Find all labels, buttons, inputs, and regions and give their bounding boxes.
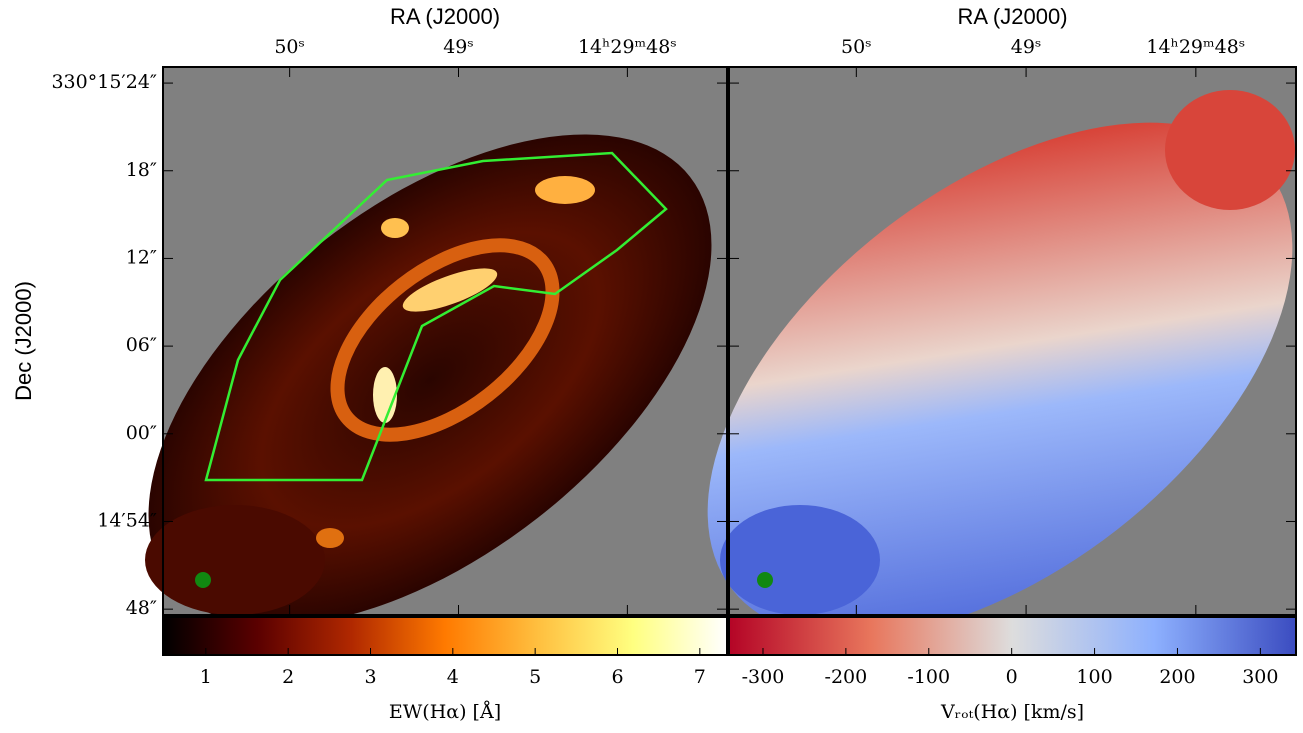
- y-tick-label: 00″: [126, 422, 157, 444]
- x-tick-label: 50ˢ: [274, 36, 305, 58]
- y-tick-label: 48″: [126, 597, 157, 619]
- colorbar-tick-label: 4: [447, 666, 459, 688]
- colorbar-tick-label: 300: [1242, 666, 1278, 688]
- colorbar-tick-label: 3: [364, 666, 376, 688]
- velocity-map: [707, 67, 1296, 638]
- colorbar-tick-label: 7: [694, 666, 706, 688]
- y-tick-label: 12″: [126, 246, 157, 268]
- y-axis-label: Dec (J2000): [11, 281, 36, 401]
- y-tick-label: 14′54″: [97, 509, 157, 531]
- x-axis-label: RA (J2000): [390, 4, 500, 29]
- colorbar-tick-label: -200: [825, 666, 868, 688]
- x-tick-label: 49ˢ: [443, 36, 474, 58]
- y-tick-label: 330°15′24″: [51, 71, 157, 93]
- x-tick-label: 49ˢ: [1011, 36, 1042, 58]
- x-tick-label: 14ʰ29ᵐ48ˢ: [578, 36, 677, 58]
- colorbar-label: Vᵣₒₜ(Hα) [km/s]: [940, 701, 1084, 723]
- panel-frame: [728, 66, 1297, 616]
- ew-map: [145, 67, 727, 626]
- x-tick-label: 50ˢ: [841, 36, 872, 58]
- y-tick-label: 18″: [126, 159, 157, 181]
- colorbar-label: EW(Hα) [Å]: [389, 701, 501, 723]
- x-tick-label: 14ʰ29ᵐ48ˢ: [1146, 36, 1245, 58]
- panel-frame: [162, 66, 728, 616]
- colorbar-tick-label: 1: [200, 666, 212, 688]
- colorbar-tick-label: 200: [1159, 666, 1195, 688]
- colorbar-tick-label: 5: [529, 666, 541, 688]
- colorbar-tick-label: 6: [611, 666, 623, 688]
- colorbar-tick-label: 2: [282, 666, 294, 688]
- x-axis-label: RA (J2000): [957, 4, 1067, 29]
- colorbar: [728, 616, 1297, 656]
- y-tick-label: 06″: [126, 334, 157, 356]
- colorbar-tick-label: 100: [1076, 666, 1112, 688]
- colorbar-tick-label: -300: [742, 666, 785, 688]
- colorbar: [162, 616, 728, 656]
- colorbar-tick-label: 0: [1006, 666, 1018, 688]
- colorbar-tick-label: -100: [907, 666, 950, 688]
